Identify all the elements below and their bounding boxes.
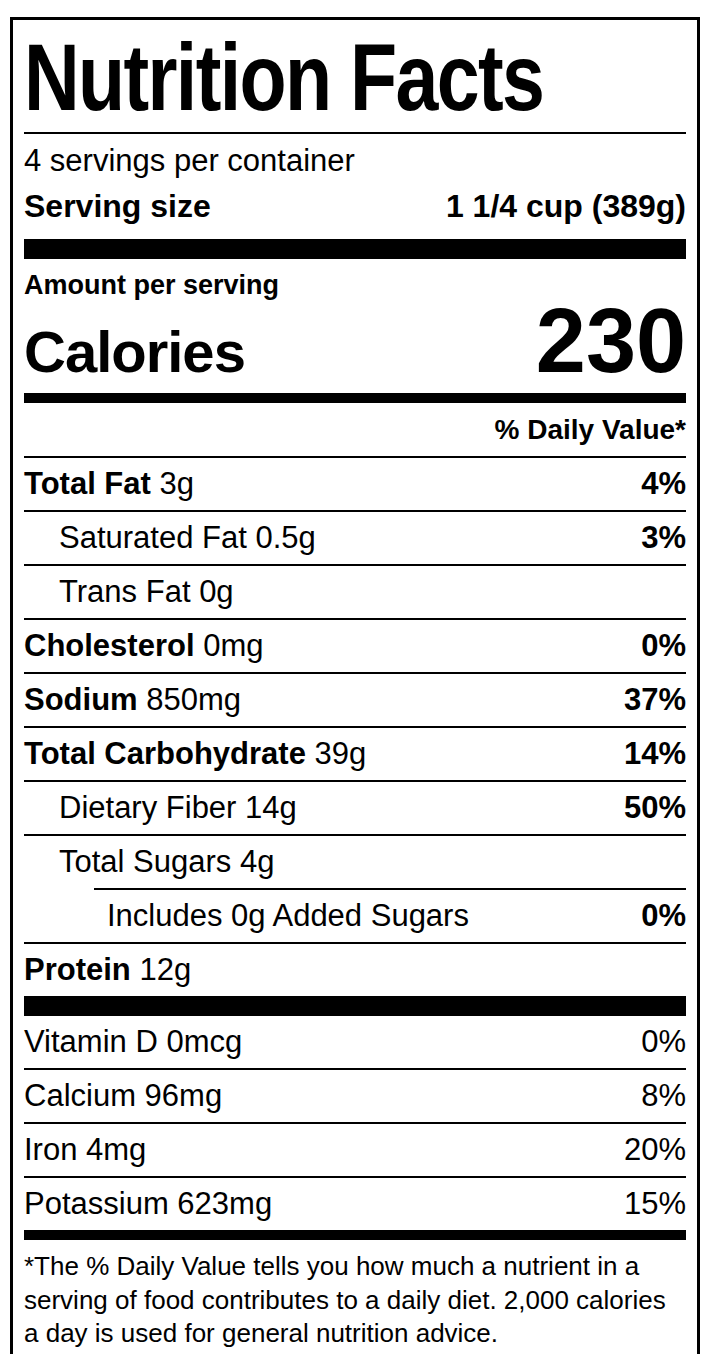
nutrition-facts-label: Nutrition Facts 4 servings per container… <box>10 17 700 1354</box>
nutrient-name: Protein <box>24 952 131 987</box>
nutrient-name: Sodium <box>24 682 138 717</box>
thick-separator-top <box>24 239 686 259</box>
nutrient-row-total-sugars: Total Sugars 4g <box>24 834 686 888</box>
vitamin-name: Iron <box>24 1132 77 1167</box>
medium-separator-calories <box>24 393 686 403</box>
vitamin-dv: 15% <box>624 1186 686 1222</box>
nutrient-amount: 0g <box>199 574 233 609</box>
vitamin-row-vitamin-d: Vitamin D 0mcg 0% <box>24 1016 686 1068</box>
vitamin-name: Calcium <box>24 1078 136 1113</box>
servings-per-container: 4 servings per container <box>24 134 686 181</box>
nutrient-name: Cholesterol <box>24 628 195 663</box>
nutrient-dv: 4% <box>641 466 686 502</box>
vitamin-row-calcium: Calcium 96mg 8% <box>24 1068 686 1122</box>
nutrient-amount: 14g <box>245 790 297 825</box>
vitamin-amount: 4mg <box>86 1132 146 1167</box>
vitamin-amount: 623mg <box>177 1186 272 1221</box>
calories-value: 230 <box>536 301 686 382</box>
nutrient-row-dietary-fiber: Dietary Fiber 14g 50% <box>24 780 686 834</box>
nutrient-amount: 0mg <box>203 628 263 663</box>
nutrient-dv: 37% <box>624 682 686 718</box>
daily-value-footnote: *The % Daily Value tells you how much a … <box>24 1240 686 1354</box>
nutrient-dv: 50% <box>624 790 686 826</box>
nutrient-dv: 3% <box>641 520 686 556</box>
nutrient-name: Total Carbohydrate <box>24 736 306 771</box>
nutrient-row-saturated-fat: Saturated Fat 0.5g 3% <box>24 510 686 564</box>
nutrient-row-total-fat: Total Fat 3g 4% <box>24 456 686 510</box>
nutrient-amount: 4g <box>240 844 274 879</box>
serving-size-value: 1 1/4 cup (389g) <box>446 188 686 225</box>
nutrient-amount: 3g <box>160 466 194 501</box>
nutrient-row-cholesterol: Cholesterol 0mg 0% <box>24 618 686 672</box>
medium-separator-footnote <box>24 1230 686 1240</box>
vitamin-row-iron: Iron 4mg 20% <box>24 1122 686 1176</box>
vitamin-name: Potassium <box>24 1186 169 1221</box>
nutrient-name: Trans Fat <box>59 574 191 609</box>
vitamin-dv: 0% <box>641 1024 686 1060</box>
vitamin-amount: 96mg <box>145 1078 223 1113</box>
nutrient-row-sodium: Sodium 850mg 37% <box>24 672 686 726</box>
serving-size-label: Serving size <box>24 188 211 225</box>
nutrient-name: Includes 0g Added Sugars <box>107 898 469 933</box>
thick-separator-bottom <box>24 996 686 1016</box>
nutrient-name: Dietary Fiber <box>59 790 236 825</box>
page-background: Nutrition Facts 4 servings per container… <box>0 0 714 1354</box>
nutrient-amount: 0.5g <box>255 520 315 555</box>
nutrient-name: Total Fat <box>24 466 151 501</box>
calories-label: Calories <box>24 318 245 385</box>
nutrient-row-added-sugars: Includes 0g Added Sugars 0% <box>94 888 686 942</box>
vitamin-row-potassium: Potassium 623mg 15% <box>24 1176 686 1230</box>
daily-value-header: % Daily Value* <box>24 403 686 456</box>
nutrient-dv: 0% <box>641 898 686 934</box>
nutrient-row-trans-fat: Trans Fat 0g <box>24 564 686 618</box>
calories-row: Calories 230 <box>24 301 686 393</box>
nutrient-amount: 39g <box>315 736 367 771</box>
label-title: Nutrition Facts <box>24 30 686 126</box>
nutrient-name: Saturated Fat <box>59 520 247 555</box>
nutrient-amount: 850mg <box>146 682 241 717</box>
serving-size-row: Serving size 1 1/4 cup (389g) <box>24 181 686 239</box>
nutrient-dv: 14% <box>624 736 686 772</box>
vitamin-dv: 20% <box>624 1132 686 1168</box>
vitamin-amount: 0mcg <box>166 1024 242 1059</box>
label-title-text: Nutrition Facts <box>24 30 543 126</box>
nutrient-name: Total Sugars <box>59 844 231 879</box>
vitamin-name: Vitamin D <box>24 1024 158 1059</box>
nutrient-amount: 12g <box>139 952 191 987</box>
nutrient-row-protein: Protein 12g <box>24 942 686 996</box>
vitamin-dv: 8% <box>641 1078 686 1114</box>
nutrient-dv: 0% <box>641 628 686 664</box>
nutrient-row-total-carbohydrate: Total Carbohydrate 39g 14% <box>24 726 686 780</box>
